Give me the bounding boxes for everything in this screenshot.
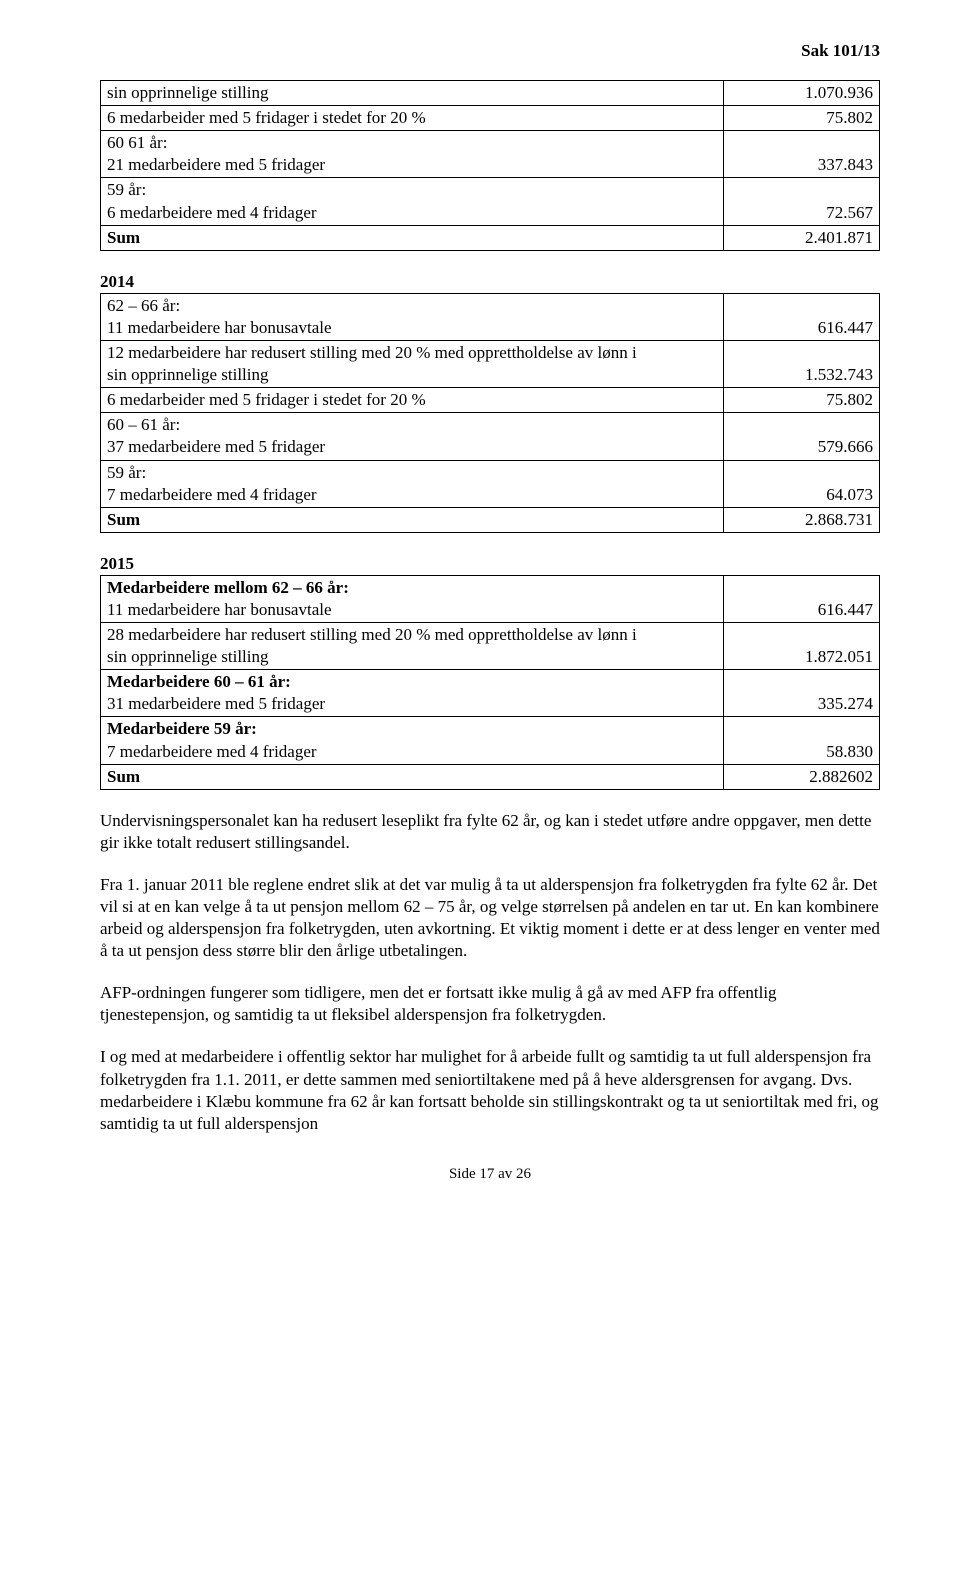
- table-row-sum: Sum 2.882602: [101, 764, 880, 789]
- paragraph-4: I og med at medarbeidere i offentlig sek…: [100, 1046, 880, 1134]
- table-2015: Medarbeidere mellom 62 – 66 år:11 medarb…: [100, 575, 880, 790]
- page-footer: Side 17 av 26: [100, 1165, 880, 1185]
- cell-label: 59 år: 7 medarbeidere med 4 fridager: [101, 460, 724, 507]
- table-continuation: sin opprinnelige stilling 1.070.936 6 me…: [100, 80, 880, 251]
- cell-label: Sum: [101, 507, 724, 532]
- paragraph-1: Undervisningspersonalet kan ha redusert …: [100, 810, 880, 854]
- cell-label: Medarbeidere mellom 62 – 66 år:11 medarb…: [101, 575, 724, 622]
- table-row: sin opprinnelige stilling 1.070.936: [101, 81, 880, 106]
- table-row: 28 medarbeidere har redusert stilling me…: [101, 623, 880, 670]
- table-row: 59 år: 7 medarbeidere med 4 fridager 64.…: [101, 460, 880, 507]
- cell-label: 6 medarbeider med 5 fridager i stedet fo…: [101, 388, 724, 413]
- cell-label: Medarbeidere 59 år:7 medarbeidere med 4 …: [101, 717, 724, 764]
- cell-value: 1.532.743: [724, 341, 880, 388]
- cell-value: 2.401.871: [724, 225, 880, 250]
- cell-label: 59 år: 6 medarbeidere med 4 fridager: [101, 178, 724, 225]
- table-row: 12 medarbeidere har redusert stilling me…: [101, 341, 880, 388]
- cell-value: 337.843: [724, 131, 880, 178]
- case-reference: Sak 101/13: [100, 40, 880, 62]
- table-row: 60 61 år: 21 medarbeidere med 5 fridager…: [101, 131, 880, 178]
- cell-label: 60 – 61 år: 37 medarbeidere med 5 fridag…: [101, 413, 724, 460]
- cell-value: 335.274: [724, 670, 880, 717]
- table-row-sum: Sum 2.401.871: [101, 225, 880, 250]
- cell-value: 1.872.051: [724, 623, 880, 670]
- cell-value: 2.868.731: [724, 507, 880, 532]
- cell-label: Sum: [101, 764, 724, 789]
- cell-label: Sum: [101, 225, 724, 250]
- cell-label: sin opprinnelige stilling: [101, 81, 724, 106]
- cell-value: 64.073: [724, 460, 880, 507]
- table-row: 60 – 61 år: 37 medarbeidere med 5 fridag…: [101, 413, 880, 460]
- table-row: 6 medarbeider med 5 fridager i stedet fo…: [101, 388, 880, 413]
- cell-label: 60 61 år: 21 medarbeidere med 5 fridager: [101, 131, 724, 178]
- cell-label: Medarbeidere 60 – 61 år: 31 medarbeidere…: [101, 670, 724, 717]
- year-heading-2014: 2014: [100, 271, 880, 293]
- cell-value: 75.802: [724, 106, 880, 131]
- cell-value: 616.447: [724, 575, 880, 622]
- cell-value: 616.447: [724, 293, 880, 340]
- cell-value: 579.666: [724, 413, 880, 460]
- table-2014: 62 – 66 år: 11 medarbeidere har bonusavt…: [100, 293, 880, 533]
- cell-label: 6 medarbeider med 5 fridager i stedet fo…: [101, 106, 724, 131]
- paragraph-3: AFP-ordningen fungerer som tidligere, me…: [100, 982, 880, 1026]
- cell-value: 75.802: [724, 388, 880, 413]
- table-row: Medarbeidere 60 – 61 år: 31 medarbeidere…: [101, 670, 880, 717]
- table-row: Medarbeidere 59 år:7 medarbeidere med 4 …: [101, 717, 880, 764]
- cell-value: 2.882602: [724, 764, 880, 789]
- table-row: 62 – 66 år: 11 medarbeidere har bonusavt…: [101, 293, 880, 340]
- table-row: Medarbeidere mellom 62 – 66 år:11 medarb…: [101, 575, 880, 622]
- cell-value: 58.830: [724, 717, 880, 764]
- cell-value: 72.567: [724, 178, 880, 225]
- table-row-sum: Sum 2.868.731: [101, 507, 880, 532]
- cell-value: 1.070.936: [724, 81, 880, 106]
- cell-label: 28 medarbeidere har redusert stilling me…: [101, 623, 724, 670]
- year-heading-2015: 2015: [100, 553, 880, 575]
- cell-label: 62 – 66 år: 11 medarbeidere har bonusavt…: [101, 293, 724, 340]
- table-row: 59 år: 6 medarbeidere med 4 fridager 72.…: [101, 178, 880, 225]
- cell-label: 12 medarbeidere har redusert stilling me…: [101, 341, 724, 388]
- table-row: 6 medarbeider med 5 fridager i stedet fo…: [101, 106, 880, 131]
- paragraph-2: Fra 1. januar 2011 ble reglene endret sl…: [100, 874, 880, 962]
